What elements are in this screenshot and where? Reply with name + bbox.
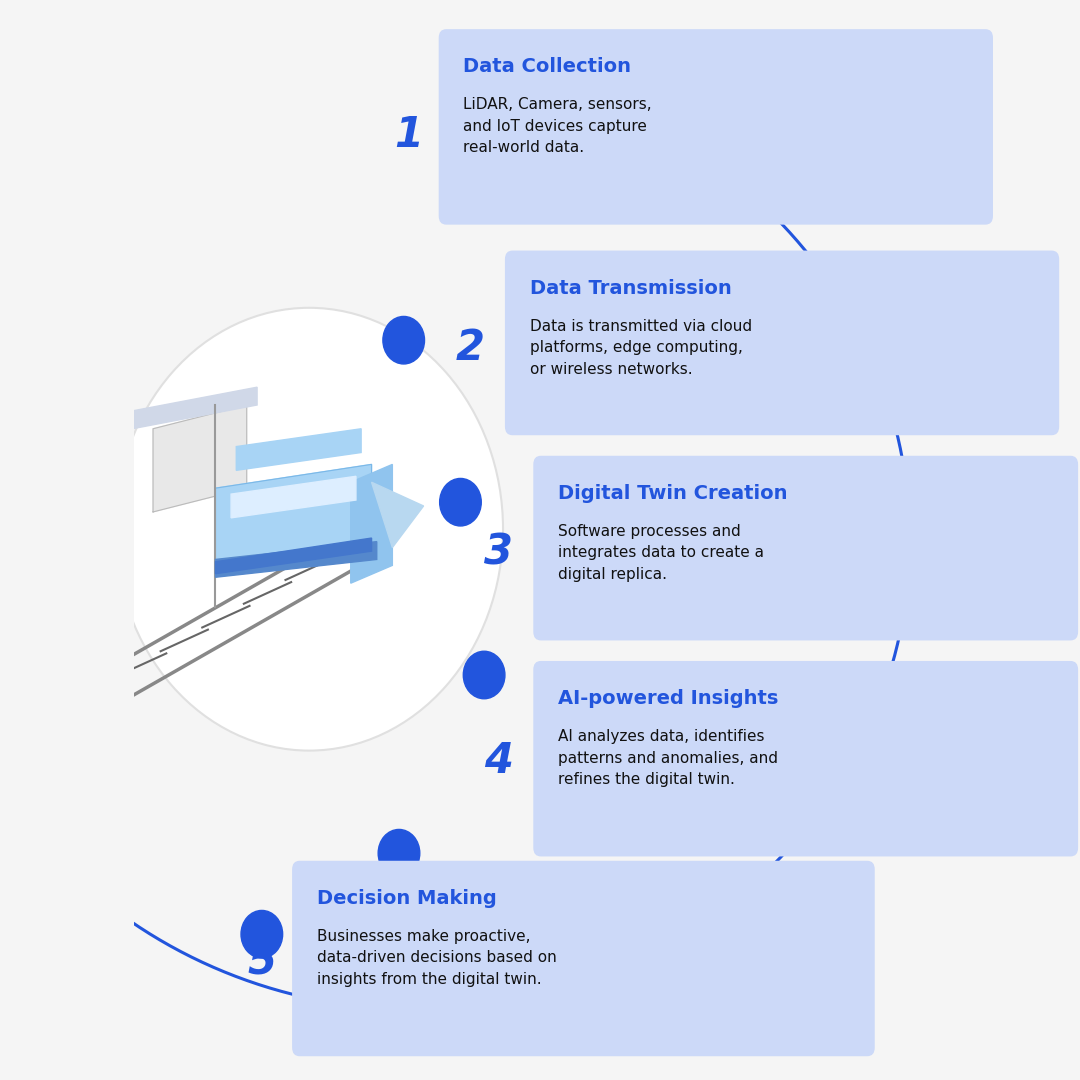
Text: Software processes and
integrates data to create a
digital replica.: Software processes and integrates data t…: [558, 524, 764, 582]
FancyBboxPatch shape: [292, 861, 875, 1056]
Text: 4: 4: [484, 741, 513, 782]
Text: Data is transmitted via cloud
platforms, edge computing,
or wireless networks.: Data is transmitted via cloud platforms,…: [529, 319, 752, 377]
Text: 3: 3: [484, 532, 513, 573]
Polygon shape: [132, 388, 257, 429]
FancyBboxPatch shape: [438, 29, 993, 225]
Circle shape: [440, 478, 482, 526]
Text: AI-powered Insights: AI-powered Insights: [558, 689, 779, 708]
Text: LiDAR, Camera, sensors,
and IoT devices capture
real-world data.: LiDAR, Camera, sensors, and IoT devices …: [463, 97, 652, 156]
Text: Digital Twin Creation: Digital Twin Creation: [558, 484, 787, 503]
Polygon shape: [237, 429, 361, 471]
Circle shape: [463, 651, 505, 699]
Circle shape: [383, 316, 424, 364]
Text: 5: 5: [247, 941, 276, 982]
Circle shape: [116, 308, 503, 751]
Polygon shape: [231, 476, 356, 518]
Polygon shape: [216, 538, 372, 573]
Text: Data Transmission: Data Transmission: [529, 279, 731, 298]
Text: 2: 2: [456, 327, 485, 368]
Polygon shape: [351, 464, 392, 583]
Polygon shape: [216, 464, 372, 571]
FancyBboxPatch shape: [534, 456, 1078, 640]
Polygon shape: [153, 405, 246, 512]
Text: 1: 1: [394, 114, 423, 156]
Polygon shape: [216, 542, 377, 577]
FancyBboxPatch shape: [534, 661, 1078, 856]
Circle shape: [378, 829, 420, 877]
FancyBboxPatch shape: [505, 251, 1059, 435]
Text: Data Collection: Data Collection: [463, 57, 632, 77]
Text: Businesses make proactive,
data-driven decisions based on
insights from the digi: Businesses make proactive, data-driven d…: [316, 929, 556, 987]
Circle shape: [241, 910, 283, 958]
Text: Decision Making: Decision Making: [316, 889, 497, 908]
Text: AI analyzes data, identifies
patterns and anomalies, and
refines the digital twi: AI analyzes data, identifies patterns an…: [558, 729, 778, 787]
Polygon shape: [372, 482, 423, 548]
